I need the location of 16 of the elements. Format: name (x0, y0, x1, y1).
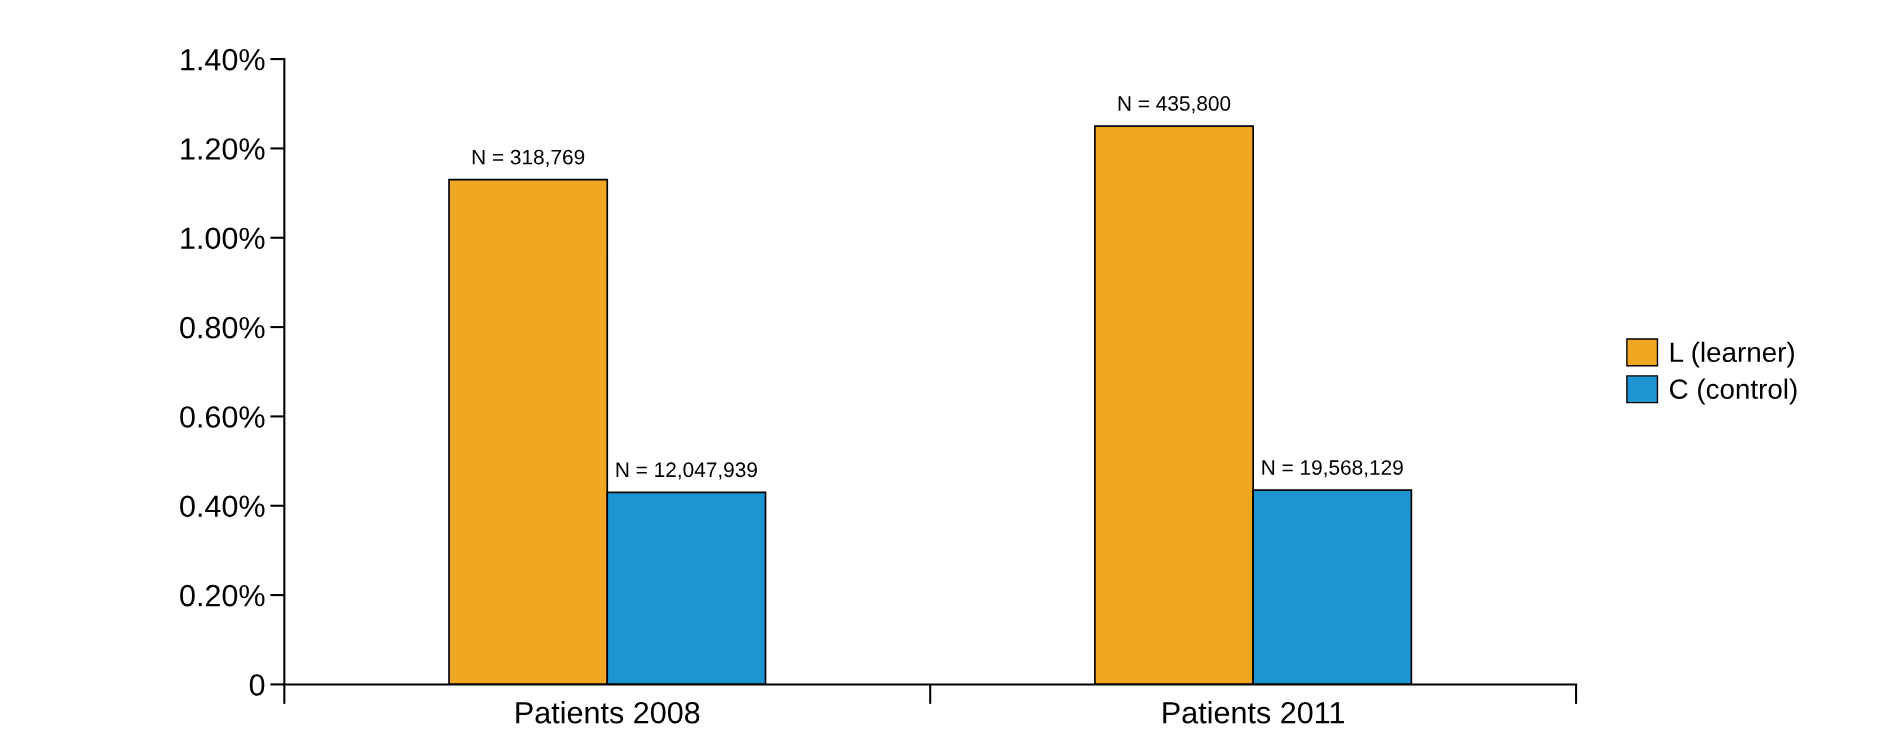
y-tick-label: 0.80% (180, 316, 265, 339)
annotation: N = 435,800 (1118, 96, 1231, 114)
x-tick-label: Patients 2008 (516, 701, 700, 724)
annotation: N = 19,568,129 (1262, 460, 1403, 478)
legend-label: L (learner) (1670, 341, 1794, 368)
y-tick-label: 0.40% (180, 495, 265, 518)
annotation: N = 318,769 (472, 149, 585, 167)
y-tick-label: 0.60% (180, 406, 265, 428)
legend-label: C (control) (1669, 378, 1797, 405)
y-tick-label: 0 (249, 674, 265, 696)
y-tick-label: 1.40% (181, 48, 265, 71)
y-tick-label: 1.20% (181, 138, 265, 160)
y-tick-label: 1.00% (181, 227, 265, 250)
x-tick-label: Patients 2011 (1163, 701, 1344, 724)
annotation: N = 12,047,939 (616, 462, 757, 480)
y-tick-label: 0.20% (180, 584, 265, 607)
